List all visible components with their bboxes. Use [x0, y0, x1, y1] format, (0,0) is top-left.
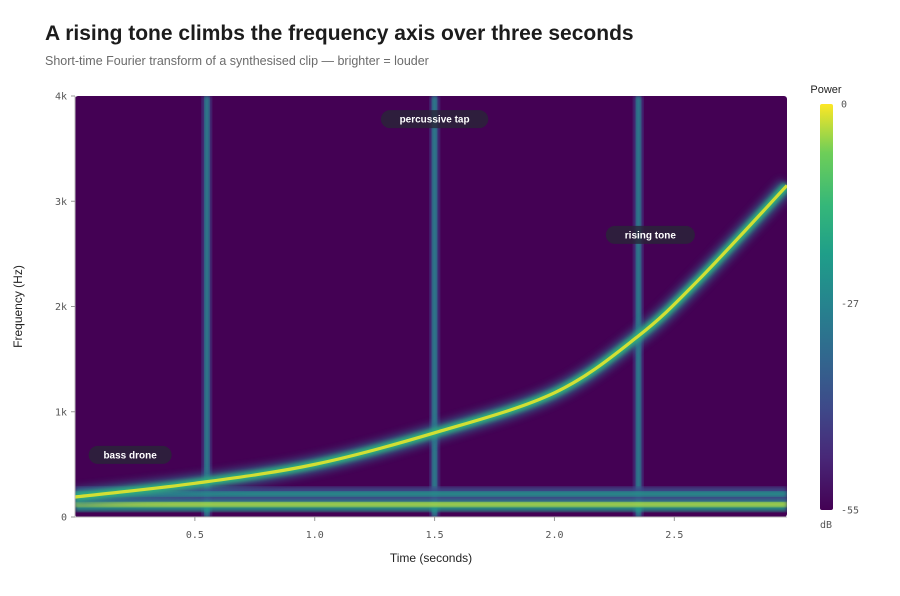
bass-drone-band-2	[75, 491, 787, 497]
annotations: bass drone percussive tap rising tone	[88, 110, 695, 464]
colorbar-gradient	[820, 104, 833, 510]
colorbar-tick-label: -27	[841, 299, 859, 310]
percussive-tap-2	[432, 96, 438, 517]
chart-title: A rising tone climbs the frequency axis …	[45, 22, 634, 45]
percussive-tap-1	[204, 96, 210, 517]
annotation-background	[88, 445, 172, 464]
chart-subtitle: Short-time Fourier transform of a synthe…	[45, 54, 429, 68]
x-tick-label: 0.5	[186, 530, 204, 541]
annotation-label: percussive tap	[400, 115, 470, 126]
annotation-label: bass drone	[103, 450, 157, 461]
y-tick-label: 1k	[55, 407, 67, 418]
axes: 0 1k 2k 3k 4k 0.5 1.0 1.5 2.0 2.5 Time (seconds) Fr…	[11, 92, 787, 565]
y-tick-label: 2k	[55, 302, 67, 313]
y-axis-label: Frequency (Hz)	[11, 265, 25, 348]
y-tick-label: 3k	[55, 197, 67, 208]
y-tick-label: 4k	[55, 92, 67, 103]
x-tick-label: 2.5	[665, 530, 683, 541]
colorbar: Power 0 -27 -55 dB	[810, 84, 859, 531]
annotation-percussive-tap: percussive tap	[380, 110, 489, 129]
x-tick-label: 1.0	[306, 530, 324, 541]
annotation-background	[605, 225, 695, 244]
colorbar-tick-label: 0	[841, 100, 847, 111]
colorbar-tick-label: -55	[841, 506, 859, 517]
rising-tone-line	[75, 184, 787, 499]
annotation-rising-tone: rising tone	[605, 225, 695, 244]
x-axis-label: Time (seconds)	[390, 551, 472, 565]
plot-area	[75, 96, 787, 517]
annotation-bass-drone: bass drone	[88, 445, 172, 464]
bass-drone-band-1	[75, 501, 787, 507]
x-tick-label: 1.5	[426, 530, 444, 541]
percussive-tap-3	[635, 96, 641, 517]
annotation-label: rising tone	[625, 230, 677, 241]
annotation-background	[380, 110, 489, 129]
colorbar-unit: dB	[820, 520, 832, 531]
y-tick-label: 0	[61, 513, 67, 524]
x-tick-label: 2.0	[545, 530, 563, 541]
colorbar-title: Power	[810, 84, 842, 96]
